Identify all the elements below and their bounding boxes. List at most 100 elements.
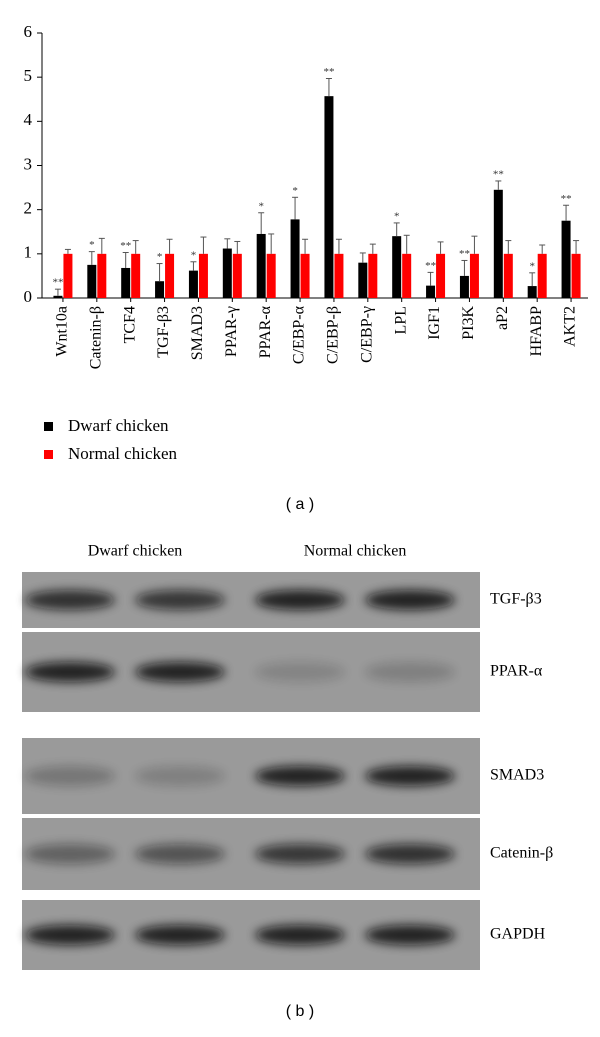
significance: ** xyxy=(120,240,131,252)
legend-swatch xyxy=(44,450,53,459)
error-bar xyxy=(505,240,512,254)
y-tick-label: 6 xyxy=(24,22,33,41)
blot-band xyxy=(135,662,225,682)
error-bar xyxy=(359,252,366,263)
error-bar xyxy=(268,233,275,254)
significance: ** xyxy=(459,248,470,260)
blot-band xyxy=(365,590,455,610)
bar xyxy=(266,253,276,298)
blot-band xyxy=(365,925,455,945)
significance: ** xyxy=(323,66,334,78)
y-tick-label: 3 xyxy=(24,154,33,173)
error-bar xyxy=(258,212,265,234)
error-bar xyxy=(335,238,342,254)
error-bar xyxy=(471,235,478,254)
error-bar xyxy=(54,288,61,296)
blot-band xyxy=(25,925,115,945)
bar xyxy=(53,295,63,298)
significance: ** xyxy=(493,168,504,180)
blot-group: Dwarf chicken xyxy=(88,543,183,560)
blot-label: SMAD3 xyxy=(490,767,544,784)
bar xyxy=(469,253,479,298)
x-tick-label: TCF4 xyxy=(121,306,138,343)
x-tick-label: SMAD3 xyxy=(189,306,206,360)
blot-label: GAPDH xyxy=(490,926,546,943)
error-bar xyxy=(224,238,231,249)
legend-label: Dwarf chicken xyxy=(68,416,169,435)
blot-band xyxy=(365,766,455,786)
bar xyxy=(503,253,513,298)
bar xyxy=(256,233,266,298)
panel-label: ( b ) xyxy=(286,1003,314,1020)
blot-band xyxy=(255,844,345,864)
bar xyxy=(537,253,547,298)
error-bar xyxy=(403,234,410,254)
blot-band xyxy=(25,844,115,864)
error-bar xyxy=(563,204,570,221)
blot-group: Normal chicken xyxy=(304,543,407,560)
bar xyxy=(324,96,334,299)
error-bar xyxy=(461,259,468,276)
blot-band xyxy=(135,925,225,945)
blot-label: TGF-β3 xyxy=(490,591,542,608)
blot-band xyxy=(255,925,345,945)
bar xyxy=(561,220,571,298)
error-bar xyxy=(539,244,546,254)
bar xyxy=(222,248,232,298)
y-tick-label: 2 xyxy=(24,199,33,218)
error-bar xyxy=(190,261,197,271)
error-bar xyxy=(200,236,207,254)
blot-band xyxy=(255,766,345,786)
bar xyxy=(392,236,402,298)
blot-band xyxy=(25,766,115,786)
error-bar xyxy=(166,238,173,254)
error-bar xyxy=(98,237,105,254)
x-tick-label: PI3K xyxy=(460,306,477,340)
error-bar xyxy=(437,241,444,254)
x-tick-label: C/EBP-β xyxy=(325,306,342,364)
x-tick-label: PPAR-γ xyxy=(223,306,240,357)
error-bar xyxy=(64,248,71,254)
error-bar xyxy=(292,196,299,220)
error-bar xyxy=(325,77,332,97)
significance: * xyxy=(89,239,95,251)
error-bar xyxy=(393,222,400,237)
bar xyxy=(334,253,344,298)
significance: * xyxy=(529,260,535,272)
bar xyxy=(436,253,446,298)
error-bar xyxy=(132,240,139,254)
x-tick-label: Wnt10a xyxy=(54,306,71,357)
bar xyxy=(493,189,503,298)
x-tick-label: HFABP xyxy=(528,306,545,356)
bar xyxy=(402,253,412,298)
bar xyxy=(155,281,165,298)
panel-label: ( a ) xyxy=(286,496,314,513)
significance: ** xyxy=(425,260,436,272)
error-bar xyxy=(573,240,580,254)
y-tick-label: 1 xyxy=(24,243,33,262)
error-bar xyxy=(369,243,376,254)
error-bar xyxy=(302,238,309,254)
bar xyxy=(165,253,175,298)
y-tick-label: 4 xyxy=(24,110,33,129)
bar xyxy=(232,253,242,298)
blot-band xyxy=(135,766,225,786)
x-tick-label: Catenin-β xyxy=(87,306,104,369)
blot-band xyxy=(255,590,345,610)
bar xyxy=(459,275,469,298)
y-tick-label: 0 xyxy=(24,287,33,306)
bar xyxy=(121,267,131,298)
x-tick-label: LPL xyxy=(392,306,409,334)
x-tick-label: C/EBP-γ xyxy=(358,306,375,363)
bar xyxy=(368,253,378,298)
error-bar xyxy=(88,251,95,265)
x-tick-label: C/EBP-α xyxy=(291,305,308,364)
error-bar xyxy=(495,180,502,190)
blot-label: PPAR-α xyxy=(490,663,543,680)
blot-band xyxy=(365,844,455,864)
x-tick-label: PPAR-α xyxy=(257,305,274,358)
x-tick-label: TGF-β3 xyxy=(155,306,172,358)
legend-label: Normal chicken xyxy=(68,444,178,463)
blot-label: Catenin-β xyxy=(490,845,553,862)
error-bar xyxy=(427,271,434,286)
